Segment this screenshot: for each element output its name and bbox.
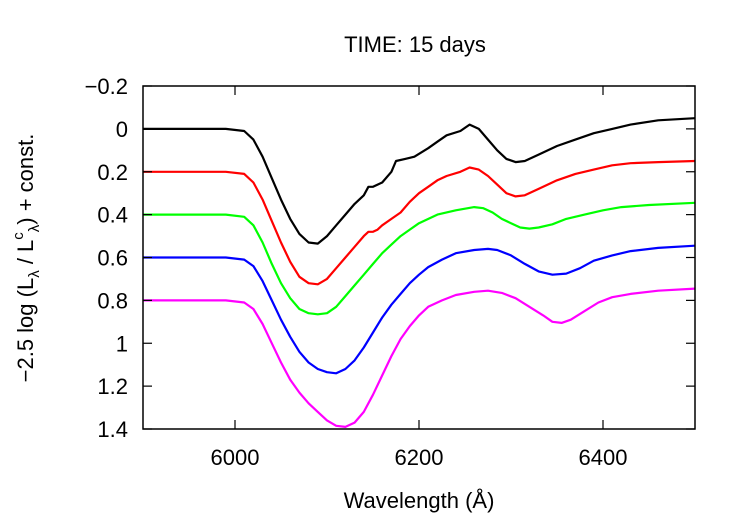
y-axis-label: −2.5 log (Lλ / Lcλ) + const. [10,134,43,383]
y-tick-label: 0.2 [97,160,128,185]
y-tick-label: 0.4 [97,203,128,228]
y-axis-label-sub1: λ [26,270,43,278]
y-tick-label: 1 [116,331,128,356]
chart-title: TIME: 15 days [344,32,486,57]
series-line-3 [143,201,695,316]
y-axis: −0.2 0 0.2 0.4 0.6 0.8 1 1.2 1.4 [85,74,695,442]
y-tick-label: 1.2 [97,374,128,399]
y-axis-label-suffix: ) + const. [13,134,38,225]
y-axis-label-mid: / L [13,240,38,271]
series-layer [143,117,695,428]
series-line-4 [143,244,695,375]
plot-area [143,117,695,428]
x-tick-label: 6000 [211,445,260,470]
x-tick-label: 6200 [395,445,444,470]
series-line-5 [143,287,695,428]
y-tick-label: 0.6 [97,246,128,271]
y-axis-label-sup: c [10,232,27,240]
y-tick-label: 1.4 [97,417,128,442]
y-tick-label: 0 [116,117,128,142]
x-tick-label: 6400 [579,445,628,470]
x-axis: 6000 6200 6400 [211,86,628,470]
x-axis-label: Wavelength (Å) [344,488,495,513]
series-line-2 [143,159,695,286]
y-tick-label: 0.8 [97,288,128,313]
y-tick-label: −0.2 [85,74,128,99]
y-axis-label-sub2: λ [26,224,43,232]
y-axis-label-prefix: −2.5 log (L [13,278,38,383]
series-line-1 [143,117,695,245]
